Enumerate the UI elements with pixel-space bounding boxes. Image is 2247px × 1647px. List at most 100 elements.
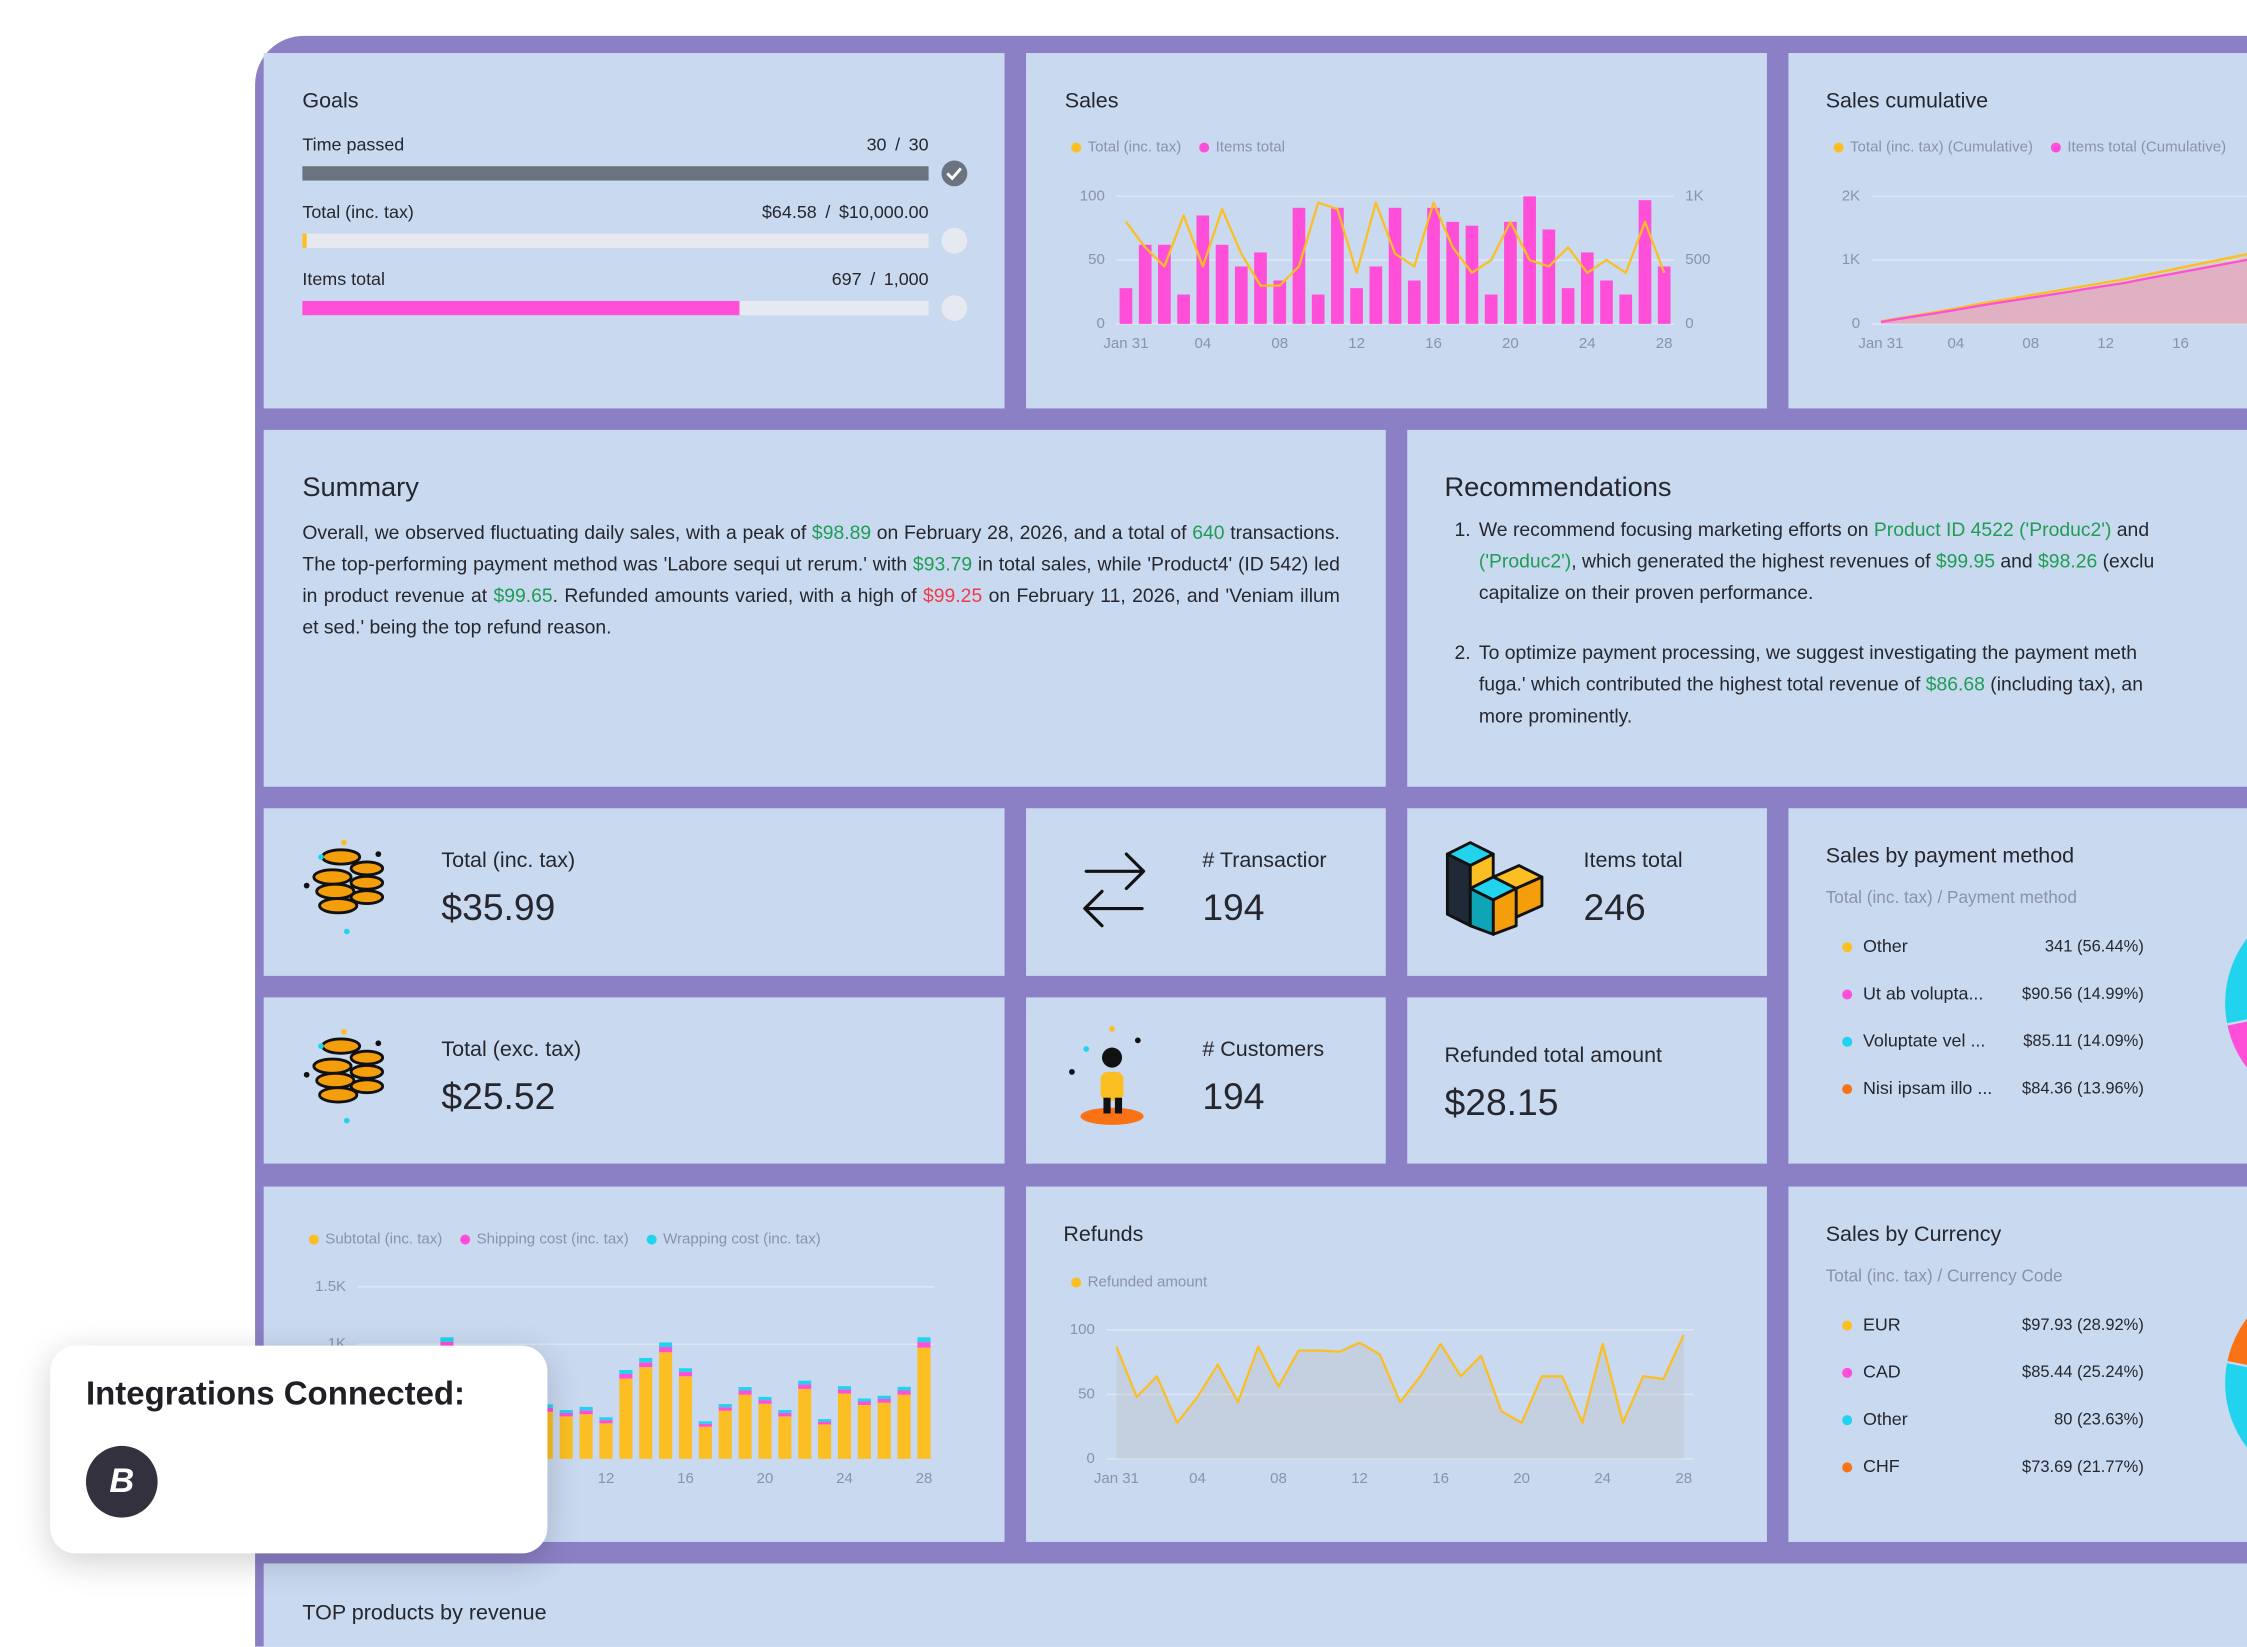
legend-label: Subtotal (inc. tax) — [325, 1231, 442, 1248]
currency-panel — [1788, 1186, 2247, 1542]
x-tick-label: 16 — [677, 1470, 694, 1487]
bar-segment — [559, 1412, 573, 1417]
bar — [1234, 266, 1248, 324]
legend-marker — [1071, 142, 1082, 153]
bar — [1311, 294, 1325, 324]
bar — [1657, 266, 1671, 324]
bar-segment — [619, 1378, 633, 1459]
goal-value: 697 — [831, 269, 862, 290]
bar — [1504, 221, 1517, 324]
recommendation-segment: capitalize on their proven performance. — [1478, 581, 1814, 604]
goal-value: 30 — [866, 134, 887, 155]
transactions-icon — [1083, 852, 1146, 928]
x-tick-label: 12 — [1348, 335, 1365, 352]
x-tick-label: 08 — [1271, 335, 1288, 352]
bar — [1619, 294, 1633, 324]
legend-label: EUR — [1863, 1314, 1901, 1334]
chart-title: Sales — [1065, 88, 1119, 112]
legend-marker — [1842, 942, 1853, 953]
bar-segment — [798, 1384, 812, 1389]
x-tick-label: Jan 31 — [1094, 1470, 1139, 1487]
bar-segment — [837, 1393, 852, 1459]
bar-segment — [818, 1419, 832, 1422]
kpi-label: # Customers — [1202, 1037, 1325, 1062]
x-tick-label: 04 — [1947, 335, 1964, 352]
x-tick-label: 08 — [2022, 335, 2039, 352]
y2-tick-label: 1K — [1685, 187, 1703, 204]
legend-label: CHF — [1863, 1456, 1900, 1476]
legend-label: Refunded amount — [1088, 1274, 1208, 1291]
kpi-value: 194 — [1202, 885, 1265, 929]
x-tick-label: 24 — [1594, 1470, 1611, 1487]
summary-segment: $99.65 — [493, 584, 553, 607]
recommendation-segment: and — [1995, 550, 2039, 572]
legend-label: Other — [1863, 1409, 1908, 1429]
bar — [1465, 225, 1479, 324]
bar-segment — [639, 1357, 653, 1363]
bar — [1446, 221, 1460, 324]
legend-marker — [1842, 1320, 1853, 1331]
legend-label: Wrapping cost (inc. tax) — [663, 1231, 821, 1248]
bar-segment — [639, 1362, 653, 1368]
bar — [1580, 252, 1594, 324]
x-tick-label: Jan 31 — [1858, 335, 1903, 352]
chart-subtitle: Total (inc. tax) / Payment method — [1826, 887, 2077, 907]
y2-tick-label: 500 — [1685, 251, 1710, 268]
summary-segment: Overall, we observed fluctuating daily s… — [302, 521, 812, 544]
integrations-title: Integrations Connected: — [85, 1374, 466, 1412]
y-tick-label: 100 — [1070, 1321, 1095, 1338]
integration-logo[interactable]: B — [85, 1445, 158, 1518]
bar-segment — [917, 1342, 931, 1348]
summary-segment: 640 — [1192, 521, 1225, 544]
top-products-panel — [263, 1563, 2247, 1647]
line — [1115, 1334, 1685, 1424]
y-tick-label: 0 — [1086, 1450, 1094, 1467]
summary-segment: . Refunded amounts varied, with a high o… — [552, 584, 924, 607]
goal-progress-text: 697 / 1,000 — [545, 269, 929, 289]
goal-progress-text: $64.58 / $10,000.00 — [545, 202, 929, 222]
bar — [1542, 229, 1556, 324]
bar-segment — [897, 1390, 911, 1395]
kpi-label: Items total — [1583, 848, 1683, 873]
legend-value: $73.69 (21.77%) — [2022, 1458, 2144, 1476]
summary-segment: in total sales, while 'Product4' (ID 542… — [302, 553, 1340, 607]
legend-marker — [1842, 1367, 1853, 1378]
recommendation-segment: We recommend focusing marketing efforts … — [1478, 518, 1874, 541]
kpi-label: Refunded total amount — [1444, 1043, 1663, 1068]
bar-segment — [718, 1404, 732, 1408]
goal-track — [302, 233, 929, 248]
legend-label: Total (inc. tax) — [1088, 139, 1182, 156]
kpi-label: Total (inc. tax) — [441, 848, 576, 873]
x-tick-label: 24 — [836, 1470, 853, 1487]
panel-title: Goals — [302, 88, 359, 114]
legend-value: $85.11 (14.09%) — [2023, 1032, 2144, 1050]
summary-panel — [263, 429, 1386, 787]
recommendation-segment: more prominently. — [1478, 705, 1633, 727]
recommendation-segment: $86.68 — [1925, 673, 1985, 696]
bar-segment — [917, 1347, 931, 1459]
goal-separator: / — [870, 269, 876, 290]
cubes-icon — [1445, 841, 1544, 936]
kpi-label: # Transactior — [1202, 848, 1327, 873]
bar — [1427, 207, 1440, 324]
area-fill — [1116, 1335, 1684, 1459]
bar — [1215, 244, 1229, 324]
legend-label: Items total (Cumulative) — [2067, 139, 2226, 156]
bar-segment — [857, 1398, 871, 1402]
legend-marker — [460, 1234, 471, 1245]
bar-segment — [738, 1390, 752, 1395]
recommendation-segment: fuga.' which contributed the highest tot… — [1478, 673, 1926, 696]
bar-segment — [857, 1401, 871, 1405]
bar-segment — [599, 1420, 613, 1424]
integrations-card: Integrations Connected: B — [50, 1345, 548, 1554]
recommendation-line: ('Produc2'), which generated the highest… — [1479, 550, 2154, 571]
bar — [1254, 252, 1267, 324]
x-tick-label: 20 — [1502, 335, 1519, 352]
legend-marker — [308, 1234, 319, 1245]
legend-value: 341 (56.44%) — [2045, 938, 2144, 956]
y-tick-label: 0 — [1852, 315, 1860, 332]
legend-marker — [1842, 1084, 1853, 1095]
x-tick-label: 20 — [1513, 1470, 1530, 1487]
recommendation-line: We recommend focusing marketing efforts … — [1479, 519, 2149, 540]
